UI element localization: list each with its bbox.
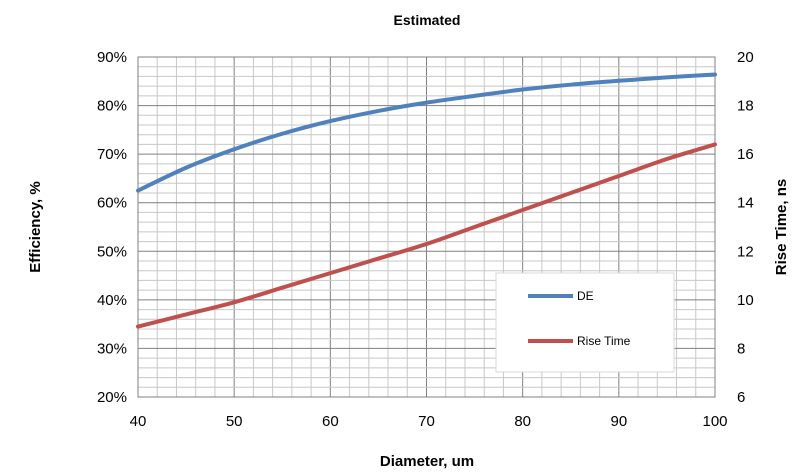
x-tick-label: 80 [514, 413, 531, 430]
x-tick-label: 100 [702, 413, 727, 430]
y-right-tick-label: 14 [737, 195, 754, 212]
y-right-tick-label: 16 [737, 146, 754, 163]
y-left-tick-label: 40% [97, 292, 127, 309]
y-left-axis-title: Efficiency, % [27, 181, 44, 272]
y-right-tick-label: 6 [737, 389, 745, 406]
series-line-rise-time [136, 142, 717, 329]
y-left-tick-label: 50% [97, 243, 127, 260]
legend-label-de: DE [577, 289, 594, 303]
y-left-tick-label: 90% [97, 49, 127, 66]
y-left-tick-label: 80% [97, 98, 127, 115]
legend-box [495, 272, 675, 373]
y-left-tick-label: 70% [97, 146, 127, 163]
x-axis-title: Diameter, um [380, 453, 474, 470]
x-tick-label: 70 [418, 413, 435, 430]
y-right-tick-label: 8 [737, 340, 745, 357]
y-right-ticks: 6 8 10 12 14 16 18 20 [737, 49, 754, 406]
y-left-ticks: 20% 30% 40% 50% 60% 70% 80% 90% [97, 49, 127, 406]
y-left-tick-label: 20% [97, 389, 127, 406]
y-left-tick-label: 30% [97, 340, 127, 357]
series-layer [136, 72, 717, 329]
y-left-tick-label: 60% [97, 195, 127, 212]
y-right-tick-label: 10 [737, 292, 754, 309]
plot-area-border [137, 56, 716, 398]
legend: DE Rise Time [495, 272, 675, 373]
series-line-de [136, 72, 717, 193]
y-right-tick-label: 12 [737, 243, 754, 260]
x-tick-label: 40 [130, 413, 147, 430]
y-right-tick-label: 20 [737, 49, 754, 66]
y-right-axis-title: Rise Time, ns [773, 179, 790, 275]
chart-title: Estimated [394, 12, 461, 28]
legend-label-rise-time: Rise Time [577, 334, 631, 348]
x-ticks: 40 50 60 70 80 90 100 [130, 413, 728, 430]
x-tick-label: 60 [322, 413, 339, 430]
y-right-tick-label: 18 [737, 98, 754, 115]
x-tick-label: 50 [226, 413, 243, 430]
x-tick-label: 90 [610, 413, 627, 430]
